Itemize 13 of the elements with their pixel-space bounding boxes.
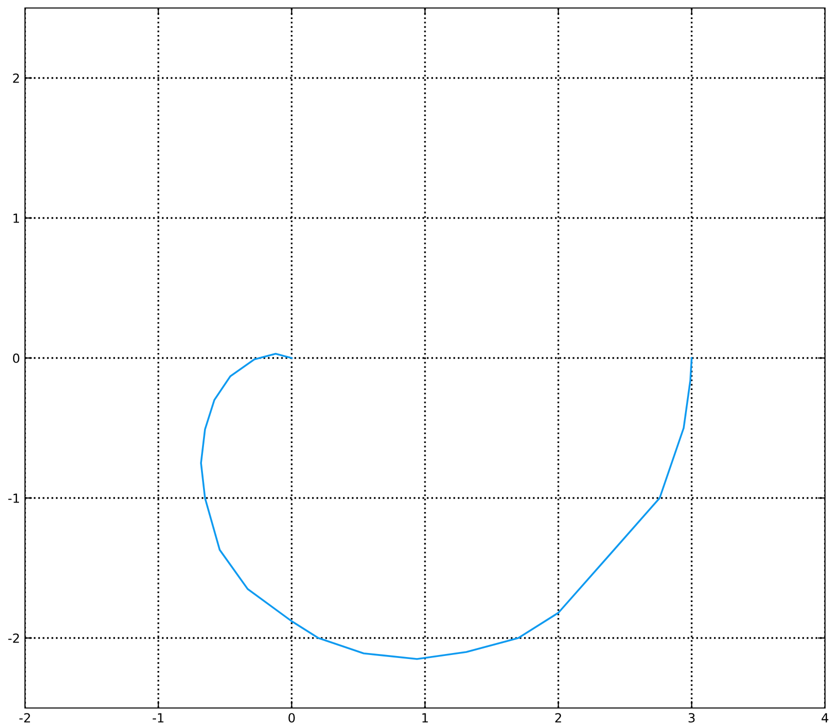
y-tick-label: 0: [13, 353, 20, 363]
x-tick-label: 1: [422, 713, 428, 722]
x-tick-label: 3: [688, 713, 695, 723]
line-series: [200, 352, 693, 660]
x-tick-label: -2: [19, 713, 30, 722]
x-tick-label: 2: [555, 713, 562, 722]
x-tick-label: 4: [822, 713, 828, 722]
x-tick-label: 0: [288, 713, 295, 723]
y-tick-label: -1: [8, 494, 19, 503]
x-tick-label: -1: [152, 713, 164, 722]
y-tick-label: -2: [8, 633, 19, 643]
y-tick-label: 1: [14, 214, 19, 223]
y-tick-label: 2: [13, 73, 19, 83]
